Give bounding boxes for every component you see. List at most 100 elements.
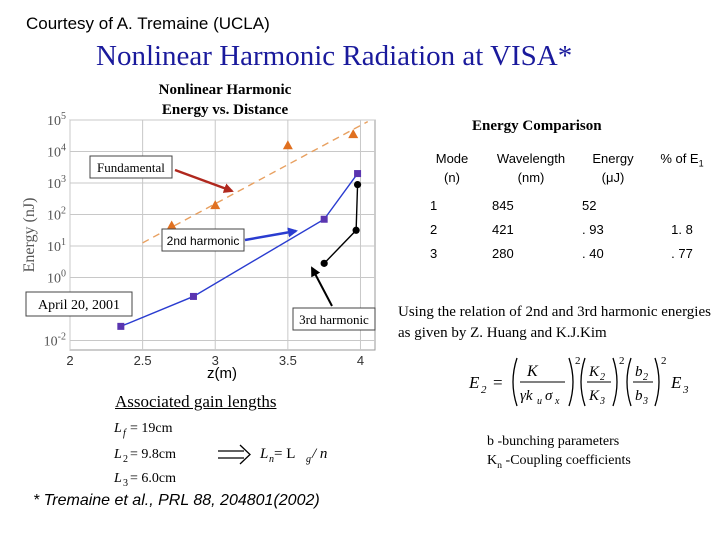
gain-l2-sub: 2 [123,454,128,465]
formula-den-sigma: σ [545,388,553,404]
courtesy-text: Courtesy of A. Tremaine (UCLA) [26,14,270,33]
cell-wavelength: 845 [492,197,514,213]
formula-k3-sub: 3 [599,396,605,407]
x-tick-label: 3.5 [279,353,297,368]
gain-lf-sub: f [123,428,127,439]
gain-eq-lhs: L [259,446,268,462]
formula-k2: K [588,364,600,380]
fundamental-label: Fundamental [97,160,165,175]
formula-rhs: E [670,373,682,392]
formula-b2: b [635,364,643,380]
implies-arrow-icon [218,444,251,465]
second-harmonic-point [189,292,197,300]
second-harmonic-point [354,170,362,178]
cell-percent: . 77 [671,245,693,261]
formula-lhs-sub: 2 [481,384,487,396]
gain-l2-symbol: L [113,447,122,462]
gain-l2-value: = 9.8cm [130,447,176,462]
formula-rhs-sub: 3 [682,384,689,396]
second-harmonic-label: 2nd harmonic [167,234,240,248]
chart-markers [117,129,362,330]
coupling-coefficient-text: Kn -Coupling coefficients [487,453,631,471]
formula-exp-1: 2 [575,355,581,367]
gain-eq-mid: = L [274,446,295,462]
formula-num: K [526,363,539,380]
formula-den-sub: u [537,396,542,407]
page-title: Nonlinear Harmonic Radiation at VISA* [96,40,573,72]
cell-mode: 2 [430,221,438,237]
y-tick-label: 102 [47,206,66,224]
cell-energy: . 93 [582,221,604,237]
chart-ticks: 2 2.5 3 3.5 4 105 104 103 102 101 100 10-2 [44,111,364,368]
header-wavelength: Wavelength (nm) [496,151,566,185]
table-row: 3 280 . 40 . 77 [420,241,716,265]
gain-eq-mid-sub: g [306,454,311,465]
y-tick-label: 104 [47,143,66,161]
formula-k3: K [588,388,600,404]
chart-title-line2: Energy vs. Distance [161,102,289,118]
table-row: 2 421 . 93 1. 8 [420,217,716,241]
y-tick-label: 105 [47,111,66,129]
formula-b3: b [635,388,643,404]
y-tick-label: 10-2 [44,332,66,350]
formula-b2-sub: 2 [643,372,648,383]
fundamental-point [282,140,293,150]
gain-lf-value: = 19cm [130,421,173,436]
third-harmonic-arrow [311,266,333,307]
formula-lhs: E [468,373,480,392]
y-tick-label: 103 [47,174,66,192]
date-label-box [25,291,133,317]
y-tick-label: 101 [47,237,66,255]
x-axis-label: z(m) [207,365,237,382]
fundamental-point [166,220,177,230]
second-harmonic-label-box [161,228,245,252]
chart-title-line1: Nonlinear Harmonic [158,82,292,98]
formula-b3-sub: 3 [642,396,648,407]
second-harmonic-point [117,322,125,330]
chart-series [120,120,369,328]
gain-lengths-equations: L f = 19cm L 2 = 9.8cm L 3 = 6.0cm L n =… [113,421,327,489]
fundamental-fit-line [142,120,369,244]
formula-exp-3: 2 [661,355,667,367]
cell-wavelength: 421 [492,221,514,237]
harmonic-energy-formula: E 2 = K γk u σ x 2 K 2 K 3 2 b 2 b 3 2 E… [468,355,689,407]
footnote: * Tremaine et al., PRL 88, 204801(2002) [33,492,320,509]
cell-mode: 3 [430,245,438,261]
gain-l3-value: = 6.0cm [130,471,176,486]
formula-den-sigma-sub: x [554,396,560,407]
formula-k2-sub: 2 [600,372,605,383]
gain-lengths-title: Associated gain lengths [115,392,277,411]
gain-eq-lhs-sub: n [269,454,274,465]
y-axis-label: Energy (nJ) [21,198,38,273]
third-harmonic-point [320,259,328,267]
cell-percent [648,193,716,217]
second-harmonic-arrow [244,227,298,242]
cell-energy: . 40 [582,245,604,261]
third-harmonic-label-box [292,307,376,331]
gain-l3-sub: 3 [123,478,128,489]
table-title: Energy Comparison [472,118,602,134]
svg-text:=: = [493,373,503,392]
third-harmonic-label: 3rd harmonic [299,312,369,327]
x-tick-label: 3 [212,353,219,368]
relation-text: Using the relation of 2nd and 3rd harmon… [398,304,711,341]
bunching-parameter-text: b -bunching parameters [487,434,620,449]
second-harmonic-point [320,215,328,223]
fundamental-arrow [174,168,234,193]
chart-title: Nonlinear Harmonic Energy vs. Distance [120,80,330,120]
gain-l3-symbol: L [113,471,122,486]
gain-eq-rhs: / n [311,446,327,462]
table-row: 1 845 52 [420,193,716,217]
formula-den: γk [520,388,533,404]
x-tick-label: 4 [357,353,364,368]
cell-energy: 52 [582,197,597,213]
fundamental-point [348,129,359,139]
fundamental-point [210,200,221,210]
y-tick-label: 100 [47,269,66,287]
third-harmonic-point [352,226,360,234]
energy-comparison-table: Mode (n) Wavelength (nm) Energy (μJ) % of E… [420,143,716,265]
series-line-2 [120,173,359,328]
cell-wavelength: 280 [492,245,514,261]
gain-lf-symbol: L [113,421,122,436]
energy-vs-distance-chart: 2 2.5 3 3.5 4 105 104 103 102 101 100 10-2 Fundamen… [21,111,376,382]
